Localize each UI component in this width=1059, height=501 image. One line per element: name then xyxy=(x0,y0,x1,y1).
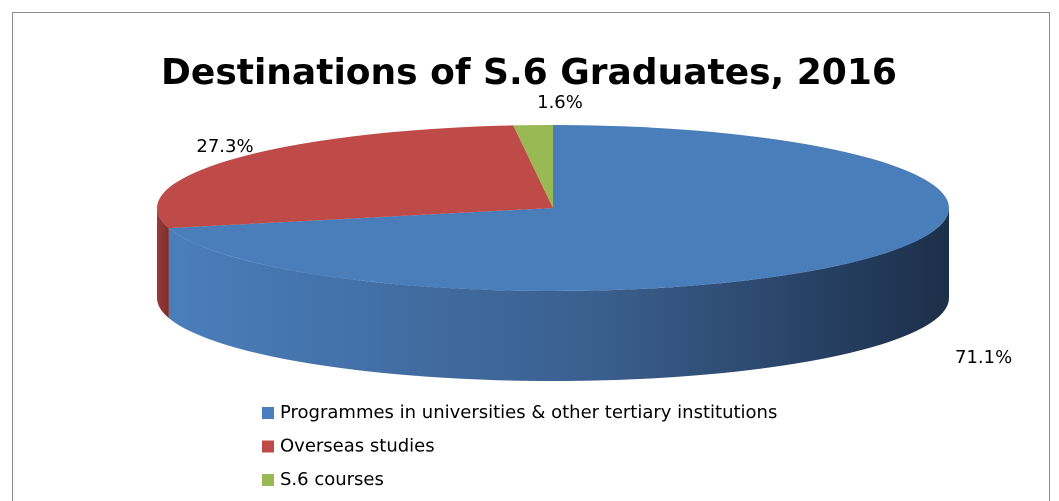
legend-label: Programmes in universities & other terti… xyxy=(280,402,777,423)
pie-slice xyxy=(168,125,950,291)
legend-label: Overseas studies xyxy=(280,436,435,457)
data-label: 1.6% xyxy=(537,92,583,113)
data-label: 27.3% xyxy=(196,136,253,157)
chart-title: Destinations of S.6 Graduates, 2016 xyxy=(161,52,897,93)
legend-label: S.6 courses xyxy=(280,469,384,490)
pie-side xyxy=(168,208,950,381)
legend-swatch xyxy=(262,474,274,486)
pie-slice xyxy=(513,125,553,208)
legend-swatch xyxy=(262,407,274,419)
pie-side xyxy=(157,208,169,319)
data-label: 71.1% xyxy=(955,347,1012,368)
legend-swatch xyxy=(262,440,274,453)
pie-slice xyxy=(156,125,553,229)
